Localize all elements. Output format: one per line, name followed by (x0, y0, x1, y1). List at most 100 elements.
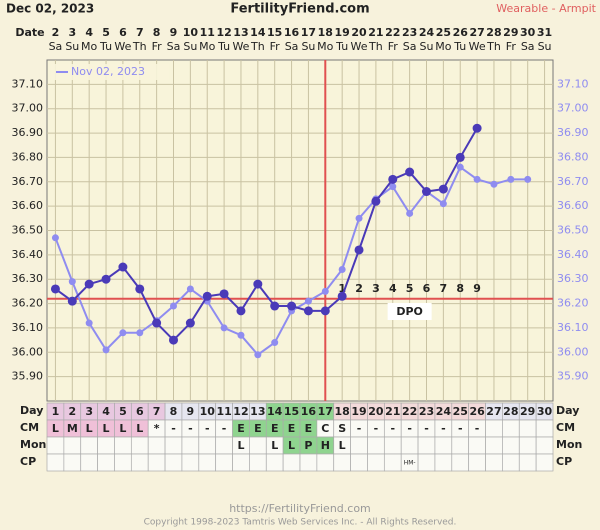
cell-text: 3 (85, 405, 93, 418)
cell-text: - (390, 422, 395, 435)
table-cell (383, 436, 402, 455)
point (67, 296, 77, 306)
table-cell (535, 453, 554, 472)
cell-text: E (254, 422, 262, 435)
point (354, 245, 364, 255)
cell-text: 25 (453, 405, 468, 418)
cell-text: 10 (200, 405, 216, 418)
point (337, 291, 347, 301)
y2-tick-label: 36.10 (557, 321, 589, 334)
y2-tick-label: 36.90 (557, 126, 589, 139)
row-label: CP (20, 455, 36, 468)
point (119, 329, 127, 337)
weekday: Th (132, 40, 147, 53)
point (406, 209, 414, 217)
table-cell (451, 453, 470, 472)
cell-text: L (288, 439, 295, 452)
table-cell (282, 453, 301, 472)
cell-text: 30 (537, 405, 553, 418)
cell-text: 13 (250, 405, 265, 418)
point (236, 306, 246, 316)
dpo-number: 1 (338, 282, 346, 295)
y-tick-label: 36.10 (12, 321, 44, 334)
point (169, 335, 178, 345)
table-cell (198, 436, 217, 455)
point (219, 289, 229, 299)
dpo-number: 2 (355, 282, 363, 295)
table-cell (63, 453, 82, 472)
y2-tick-label: 36.30 (557, 272, 589, 285)
table-cell (97, 436, 115, 455)
point (51, 234, 59, 242)
point (338, 265, 346, 273)
date-number: 3 (68, 26, 76, 39)
table-cell (265, 453, 284, 472)
table-cell (114, 436, 132, 455)
point (237, 331, 245, 339)
dpo-number: 3 (372, 282, 380, 295)
row-label-right: Mon (556, 438, 582, 451)
dpo-number: 9 (473, 282, 481, 295)
weekday: We (469, 40, 486, 53)
cell-text: L (237, 439, 244, 452)
table-cell (215, 436, 233, 455)
point (135, 284, 145, 294)
point (85, 319, 93, 327)
cell-text: - (171, 422, 176, 435)
y-tick-label: 36.00 (12, 345, 44, 358)
cell-text: 27 (486, 405, 501, 418)
y2-tick-label: 36.80 (557, 150, 589, 163)
date-number: 27 (469, 26, 484, 39)
weekday: Su (420, 40, 434, 53)
table-cell (417, 436, 436, 455)
table-cell (535, 436, 554, 455)
date-number: 17 (301, 26, 316, 39)
point (270, 301, 280, 311)
cell-text: H (321, 439, 330, 452)
temp-method: Wearable - Armpit (496, 2, 596, 15)
weekday: Fr (388, 40, 399, 53)
weekday: Su (301, 40, 315, 53)
cell-text: L (52, 422, 59, 435)
cell-text: - (424, 422, 429, 435)
cell-text: 5 (119, 405, 127, 418)
weekday: Th (250, 40, 265, 53)
point (101, 274, 111, 284)
cell-text: - (458, 422, 463, 435)
point (152, 318, 162, 328)
date-number: 10 (183, 26, 199, 39)
weekday: Fr (152, 40, 163, 53)
weekday: Tu (217, 40, 230, 53)
cell-text: 4 (102, 405, 110, 418)
cell-text: 16 (301, 405, 317, 418)
point (304, 297, 312, 305)
row-label-right: CM (556, 421, 575, 434)
footer-url: https://FertilityFriend.com (229, 502, 371, 515)
cell-text: 11 (216, 405, 231, 418)
date-number: 20 (351, 26, 367, 39)
table-cell (164, 453, 183, 472)
y2-tick-label: 36.60 (557, 199, 589, 212)
table-cell (249, 453, 267, 472)
date-number: 22 (385, 26, 400, 39)
table-cell (502, 419, 520, 438)
table-cell (181, 453, 200, 472)
cell-text: 18 (335, 405, 350, 418)
cell-text: E (271, 422, 279, 435)
cell-text: - (475, 422, 480, 435)
cell-text: 6 (136, 405, 144, 418)
cell-text: 20 (368, 405, 384, 418)
cell-text: - (357, 422, 362, 435)
y2-tick-label: 36.00 (557, 345, 589, 358)
cell-text: E (305, 422, 313, 435)
table-cell (147, 436, 166, 455)
legend-label: Nov 02, 2023 (71, 65, 145, 78)
date-number: 16 (284, 26, 300, 39)
table-cell (333, 453, 351, 472)
table-cell (502, 436, 520, 455)
cell-text: 29 (520, 405, 535, 418)
point (303, 306, 313, 316)
weekday: Fr (506, 40, 517, 53)
point (472, 123, 482, 133)
